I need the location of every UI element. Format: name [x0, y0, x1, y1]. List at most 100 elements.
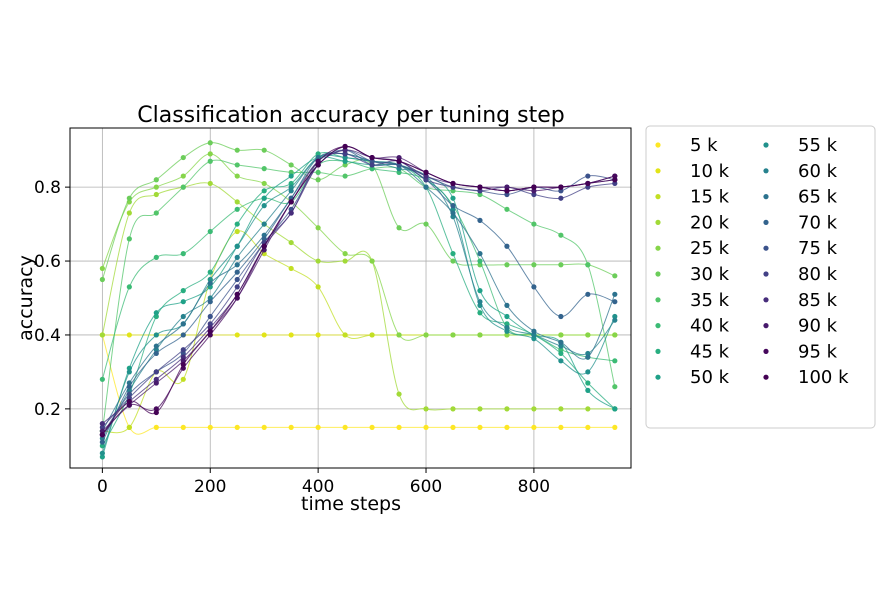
- y-tick-label: 0.2: [34, 400, 61, 420]
- data-point: [153, 310, 159, 316]
- data-point: [504, 406, 510, 412]
- data-point: [315, 169, 321, 175]
- legend-item: 40 k: [655, 316, 730, 337]
- data-point: [369, 154, 375, 161]
- data-point: [504, 321, 510, 327]
- legend-marker: [655, 142, 661, 148]
- data-point: [126, 395, 132, 401]
- legend-item: 45 k: [655, 341, 730, 362]
- data-point: [126, 424, 132, 430]
- data-point: [504, 324, 510, 331]
- series-line: [101, 153, 615, 341]
- legend-marker: [763, 219, 769, 225]
- data-point: [261, 147, 267, 153]
- legend-item: 65 k: [763, 187, 838, 208]
- data-point: [288, 180, 294, 187]
- legend-item: 50 k: [655, 367, 730, 388]
- data-point: [531, 221, 537, 227]
- data-point: [207, 180, 213, 187]
- data-point: [423, 406, 429, 412]
- data-point: [531, 332, 537, 338]
- data-point: [180, 376, 186, 382]
- series-75k: [99, 147, 618, 438]
- legend-label: 65 k: [798, 187, 838, 208]
- data-point: [504, 206, 510, 212]
- data-point: [99, 424, 105, 430]
- legend-label: 55 k: [798, 135, 838, 156]
- data-point: [450, 258, 456, 264]
- legend-label: 60 k: [798, 161, 838, 182]
- data-point: [450, 195, 456, 201]
- data-point: [180, 154, 186, 161]
- data-point: [315, 154, 321, 161]
- data-point: [288, 210, 294, 216]
- plot-frame: [69, 127, 632, 469]
- data-point: [99, 454, 105, 460]
- data-point: [342, 258, 348, 264]
- data-point: [207, 228, 213, 235]
- data-point: [153, 406, 159, 412]
- data-point: [342, 173, 348, 179]
- data-point: [558, 188, 564, 194]
- legend-marker: [763, 271, 769, 277]
- data-point: [504, 313, 510, 320]
- data-point: [585, 350, 591, 357]
- series-65k: [99, 151, 618, 434]
- data-point: [234, 221, 240, 227]
- data-point: [207, 328, 213, 334]
- legend-label: 45 k: [690, 341, 730, 362]
- data-point: [180, 424, 186, 430]
- data-point: [234, 284, 240, 290]
- data-point: [531, 184, 537, 190]
- data-point: [153, 369, 159, 375]
- data-point: [558, 313, 564, 320]
- data-point: [585, 332, 591, 338]
- data-point: [234, 199, 240, 205]
- data-point: [612, 424, 618, 430]
- series-line: [101, 159, 616, 432]
- legend-item: 15 k: [655, 187, 730, 208]
- data-point: [342, 158, 348, 164]
- data-point: [450, 206, 456, 212]
- data-point: [261, 166, 267, 172]
- data-point: [612, 313, 618, 320]
- data-point: [234, 254, 240, 260]
- legend-item: 55 k: [763, 135, 838, 156]
- x-axis-label: time steps: [301, 493, 401, 515]
- data-point: [288, 169, 294, 175]
- data-point: [342, 251, 348, 257]
- data-point: [531, 262, 537, 268]
- legend-item: 85 k: [763, 290, 838, 311]
- data-point: [207, 151, 213, 157]
- data-point: [126, 332, 132, 338]
- data-point: [180, 347, 186, 353]
- data-point: [396, 166, 402, 172]
- data-point: [234, 269, 240, 275]
- data-point: [612, 177, 618, 183]
- data-point: [504, 191, 510, 198]
- data-point: [315, 284, 321, 290]
- data-point: [450, 406, 456, 412]
- legend-label: 10 k: [690, 161, 730, 182]
- data-point: [153, 210, 159, 216]
- data-point: [99, 439, 105, 445]
- legend-label: 40 k: [690, 316, 730, 337]
- data-point: [180, 251, 186, 257]
- series-30k: [99, 140, 618, 283]
- data-point: [207, 284, 213, 290]
- data-point: [342, 147, 348, 153]
- data-point: [126, 284, 132, 290]
- legend-marker: [655, 168, 661, 174]
- data-point: [126, 195, 132, 201]
- data-point: [315, 225, 321, 231]
- data-point: [126, 384, 132, 390]
- data-point: [315, 162, 321, 168]
- data-point: [477, 184, 483, 190]
- data-point: [234, 206, 240, 212]
- data-point: [261, 332, 267, 338]
- data-point: [126, 210, 132, 216]
- data-point: [585, 184, 591, 190]
- data-point: [396, 158, 402, 164]
- data-point: [477, 188, 483, 194]
